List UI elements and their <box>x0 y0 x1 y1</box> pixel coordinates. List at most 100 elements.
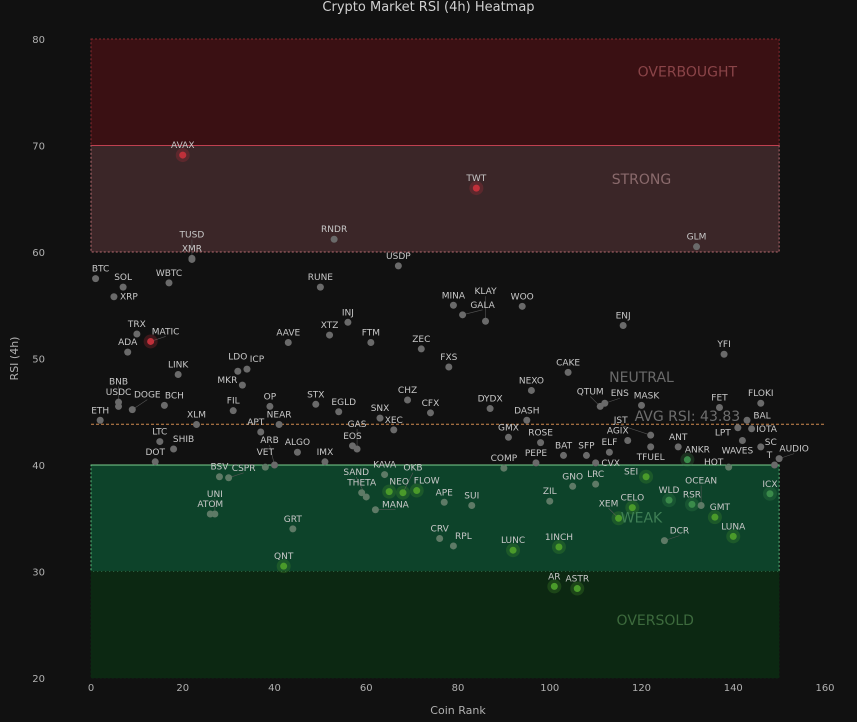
point-label-rune: RUNE <box>308 273 334 283</box>
point-label-luna: LUNA <box>721 522 746 532</box>
point-label-theta: THETA <box>346 479 377 489</box>
data-point-rpl <box>449 542 457 550</box>
data-point-xrp <box>110 293 118 301</box>
point-label-celo: CELO <box>620 494 644 504</box>
point-label-yfi: YFI <box>716 340 730 350</box>
point-label-cfx: CFX <box>422 399 440 409</box>
point-label-algo: ALGO <box>285 438 310 448</box>
point-label-xmr: XMR <box>182 244 202 254</box>
x-tick-label: 120 <box>632 683 651 694</box>
data-point-xlm <box>193 421 201 429</box>
data-point-shib <box>170 445 178 453</box>
point-label-agix: AGIX <box>607 427 629 437</box>
data-point-ant <box>674 443 682 451</box>
data-point-doge <box>128 406 136 414</box>
data-point-hot <box>725 463 733 471</box>
label-leader-line <box>620 424 651 436</box>
zone-label-strong: STRONG <box>612 172 672 188</box>
data-point-lrc <box>592 480 600 488</box>
point-label-lrc: LRC <box>587 470 604 480</box>
y-tick-label: 70 <box>32 142 45 153</box>
data-point-sol <box>119 283 127 291</box>
point-label-jst: JST <box>613 416 628 426</box>
zone-strong <box>90 145 780 253</box>
point-label-astr: ASTR <box>565 575 589 585</box>
point-label-audio: AUDIO <box>779 445 808 455</box>
point-label-eos: EOS <box>343 432 362 442</box>
avg-rsi-label: AVG RSI: 43.83 <box>635 409 741 425</box>
point-label-usdp: USDP <box>386 252 411 262</box>
data-point-mask <box>638 401 645 409</box>
point-label-aave: AAVE <box>276 329 300 339</box>
point-label-sei: SEI <box>624 468 638 478</box>
point-label-doge: DOGE <box>134 391 161 401</box>
zone-overbought <box>90 38 780 146</box>
data-point-gmt <box>711 513 719 521</box>
data-point-okb <box>399 489 407 497</box>
zone-label-neutral: NEUTRAL <box>609 370 674 386</box>
zone-weak <box>90 464 780 572</box>
data-point-rune <box>316 283 324 291</box>
zone-label-oversold: OVERSOLD <box>617 613 694 629</box>
data-point-elf <box>605 448 613 456</box>
data-point-dydx <box>486 405 494 413</box>
chart-title: Crypto Market RSI (4h) Heatmap <box>322 0 535 15</box>
data-point-astr <box>573 585 581 593</box>
zones-layer <box>90 38 825 679</box>
data-point-xec <box>390 426 398 434</box>
data-point-theta <box>358 489 366 497</box>
data-point-twt <box>472 184 480 192</box>
data-point-dash <box>523 416 531 424</box>
point-label-enj: ENJ <box>616 311 631 321</box>
y-tick-label: 20 <box>32 674 45 685</box>
point-label-imx: IMX <box>317 448 334 458</box>
point-label-bch: BCH <box>165 391 184 401</box>
data-point-waves <box>738 437 746 445</box>
point-label-pepe: PEPE <box>525 449 548 459</box>
point-label-btc: BTC <box>92 265 109 275</box>
point-label-woo: WOO <box>511 292 534 302</box>
point-label-ada: ADA <box>118 338 138 348</box>
data-point-agix <box>624 437 632 445</box>
data-point-bat <box>560 451 568 459</box>
data-point-jst <box>647 431 655 439</box>
data-point-woo <box>518 302 526 310</box>
point-label-floki: FLOKI <box>748 389 774 399</box>
data-point-luna <box>729 532 737 540</box>
point-label-sol: SOL <box>114 273 132 283</box>
x-tick-label: 140 <box>724 683 743 694</box>
data-point-xtz <box>326 331 334 339</box>
data-point-dcr <box>660 537 668 545</box>
point-label-trx: TRX <box>127 320 146 330</box>
data-point-sand <box>362 493 370 501</box>
point-label-uni: UNI <box>207 490 223 500</box>
point-label-gmx: GMX <box>498 423 519 433</box>
point-label-ftm: FTM <box>362 329 380 339</box>
data-point-sei <box>642 473 650 481</box>
point-label-xrp: XRP <box>120 293 138 303</box>
point-label-tusd: TUSD <box>179 230 205 240</box>
point-label-cspr: CSPR <box>232 464 256 474</box>
data-point-bal <box>743 416 751 424</box>
data-point-bsv <box>215 473 223 481</box>
y-tick-label: 60 <box>32 248 45 259</box>
point-label-dot: DOT <box>145 448 165 458</box>
point-label-ldo: LDO <box>228 352 247 362</box>
point-label-rose: ROSE <box>528 429 553 439</box>
data-point-cspr <box>225 474 233 482</box>
data-point-usdp <box>394 262 402 270</box>
data-point-celo <box>628 504 636 512</box>
point-label-qtum: QTUM <box>577 387 604 397</box>
data-point-ada <box>124 348 132 356</box>
data-point-gala <box>459 311 467 319</box>
point-label-sand: SAND <box>343 468 369 478</box>
data-point-rndr <box>330 235 338 243</box>
data-point-sui <box>468 501 476 509</box>
point-label-fet: FET <box>711 393 728 403</box>
point-label-rpl: RPL <box>455 532 472 542</box>
data-point-qnt <box>280 562 288 570</box>
data-point-chz <box>404 396 412 404</box>
data-point-fet <box>715 403 723 411</box>
point-label-gmt: GMT <box>710 503 731 513</box>
data-point-vet <box>261 463 269 471</box>
